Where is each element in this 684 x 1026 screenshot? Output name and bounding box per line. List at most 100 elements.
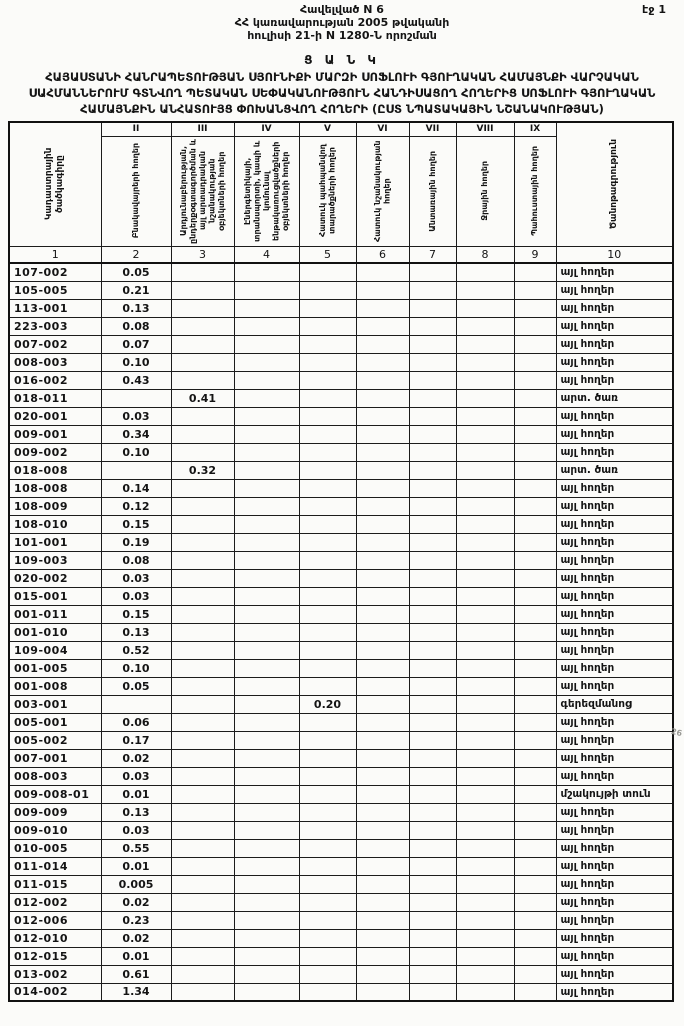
colnum-1: 1: [8, 245, 102, 264]
cell-value: [355, 442, 410, 462]
cell-value: [513, 586, 557, 606]
cell-value: [355, 676, 410, 696]
cell-value: 0.41: [170, 388, 235, 408]
table-row: 009-009 0.13 այլ հողեր: [8, 802, 674, 822]
forest-lands-label: Անտառային հողեր: [427, 150, 437, 232]
cell-value: 0.06: [100, 712, 172, 732]
cell-note: այլ հողեր: [555, 712, 674, 732]
cell-note: այլ հողեր: [555, 532, 674, 552]
table-row: 008-003 0.10 այլ հողեր: [8, 352, 674, 372]
cell-value: [233, 730, 300, 750]
cell-value: [408, 874, 457, 894]
cell-value: [298, 874, 357, 894]
cell-value: [298, 766, 357, 786]
cell-code: 113-001: [8, 298, 102, 318]
cell-code: 015-001: [8, 586, 102, 606]
numeral-VIII: VIII: [455, 121, 515, 137]
cell-value: [100, 694, 172, 714]
cell-value: [408, 460, 457, 480]
cell-value: [408, 946, 457, 966]
cell-value: [298, 784, 357, 804]
cell-value: [408, 604, 457, 624]
cell-value: [233, 460, 300, 480]
cell-note: այլ հողեր: [555, 406, 674, 426]
cell-note: այլ հողեր: [555, 316, 674, 336]
cell-value: [298, 532, 357, 552]
cell-value: [455, 442, 515, 462]
cell-value: 0.34: [100, 424, 172, 444]
header-infrastructure-lands: Էներգետիկայի, տրանսպորտի, կապի և կոմունա…: [233, 135, 300, 247]
cell-value: [513, 406, 557, 426]
cell-code: 108-009: [8, 496, 102, 516]
cell-value: [298, 928, 357, 948]
cell-value: [513, 820, 557, 840]
cell-value: [513, 622, 557, 642]
cell-value: 0.02: [100, 928, 172, 948]
cell-value: [408, 892, 457, 912]
cell-value: 0.14: [100, 478, 172, 498]
table-row: 010-005 0.55 այլ հողեր: [8, 838, 674, 858]
cell-value: [170, 928, 235, 948]
cell-value: [408, 586, 457, 606]
cell-value: [233, 910, 300, 930]
table-row: 001-005 0.10 այլ հողեր: [8, 658, 674, 678]
cell-value: [170, 712, 235, 732]
cell-value: [455, 820, 515, 840]
cell-value: [355, 964, 410, 984]
cell-value: [408, 802, 457, 822]
cell-value: [355, 892, 410, 912]
document-main-title: ՀԱՅԱՍՏԱՆԻ ՀԱՆՐԱՊԵՏՈՒԹՅԱՆ ՍՅՈՒՆԻՔԻ ՄԱՐԶԻ …: [28, 70, 656, 116]
header-cadastral-code: Կադաստրային ծածկագիրը: [8, 121, 102, 247]
cell-value: [513, 532, 557, 552]
cell-value: [233, 892, 300, 912]
cell-value: [355, 640, 410, 660]
cell-value: [170, 262, 235, 282]
cell-value: [355, 496, 410, 516]
cell-value: [513, 604, 557, 624]
cell-value: [170, 532, 235, 552]
cell-value: [513, 568, 557, 588]
cell-value: [355, 856, 410, 876]
cell-value: [298, 586, 357, 606]
cell-note: այլ հողեր: [555, 964, 674, 984]
cell-value: [513, 298, 557, 318]
cell-value: [233, 640, 300, 660]
table-row: 101-001 0.19 այլ հողեր: [8, 532, 674, 552]
cell-value: [233, 874, 300, 894]
cell-value: [233, 334, 300, 354]
cell-value: [455, 802, 515, 822]
cell-value: [170, 946, 235, 966]
cell-value: [298, 712, 357, 732]
cell-value: [408, 532, 457, 552]
cell-value: [170, 316, 235, 336]
cell-value: [170, 604, 235, 624]
cell-value: [233, 496, 300, 516]
cell-value: [355, 280, 410, 300]
cell-value: [408, 622, 457, 642]
header-water-lands: Ջրային հողեր: [455, 135, 515, 247]
cell-value: [513, 964, 557, 984]
cell-value: [233, 784, 300, 804]
cell-value: [170, 892, 235, 912]
header-forest-lands: Անտառային հողեր: [408, 135, 457, 247]
cell-value: [513, 766, 557, 786]
cell-value: [233, 532, 300, 552]
cell-value: 0.005: [100, 874, 172, 894]
cell-value: [513, 658, 557, 678]
colnum-5: 5: [298, 245, 357, 264]
cell-value: [513, 496, 557, 516]
cell-value: [170, 370, 235, 390]
cell-value: [233, 514, 300, 534]
cell-code: 108-010: [8, 514, 102, 534]
cell-value: [298, 946, 357, 966]
cell-value: 0.17: [100, 730, 172, 750]
cell-value: [408, 280, 457, 300]
cell-value: [408, 406, 457, 426]
document-header: Հավելված N 6 ՀՀ կառավարության 2005 թվակա…: [0, 0, 684, 42]
cell-value: [100, 460, 172, 480]
colnum-8: 8: [455, 245, 515, 264]
cell-value: [170, 424, 235, 444]
numeral-III: III: [170, 121, 235, 137]
cell-value: [408, 388, 457, 408]
cell-value: [298, 388, 357, 408]
